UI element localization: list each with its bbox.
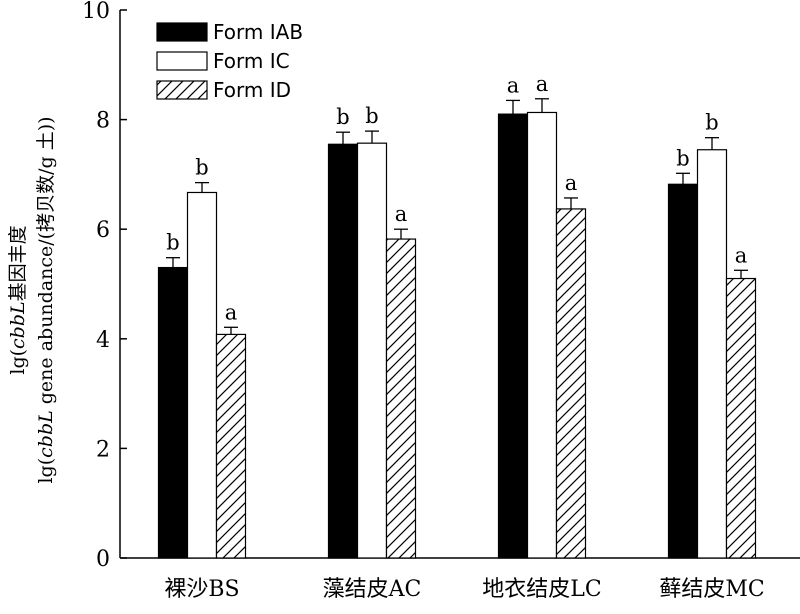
significance-label: b bbox=[705, 111, 718, 135]
y-axis-label: lg(cbbL基因丰度 lg(cbbL gene abundance/(拷贝数/… bbox=[7, 116, 57, 483]
legend-label: Form IC bbox=[213, 49, 290, 73]
legend-label: Form ID bbox=[213, 78, 291, 102]
bar-form-ic bbox=[526, 111, 558, 559]
axes: 0 2 4 6 8 10 裸沙BS 藻结皮AC 地衣结皮LC 藓结皮MC bbox=[82, 0, 800, 602]
legend-swatch bbox=[156, 22, 208, 42]
y-tick-label: 2 bbox=[96, 437, 110, 462]
significance-label: b bbox=[676, 146, 689, 170]
y-tick-label: 0 bbox=[96, 547, 110, 572]
significance-label: a bbox=[225, 300, 238, 324]
bar-form-iab bbox=[497, 113, 529, 559]
legend-swatch bbox=[156, 51, 208, 71]
significance-label: b bbox=[166, 231, 179, 255]
bar-form-id bbox=[725, 277, 757, 559]
bar-form-ic bbox=[356, 142, 388, 559]
legend: Form IAB Form IC Form ID bbox=[156, 20, 303, 102]
y-tick-label: 4 bbox=[96, 328, 110, 353]
significance-label: a bbox=[735, 243, 748, 267]
significance-label: a bbox=[395, 202, 408, 226]
x-category-label: 藻结皮AC bbox=[323, 577, 422, 602]
y-axis-label-line1: lg(cbbL基因丰度 bbox=[7, 225, 29, 374]
x-category-label: 裸沙BS bbox=[164, 577, 239, 602]
y-tick-label: 8 bbox=[96, 109, 110, 134]
y-tick-label: 6 bbox=[96, 218, 110, 243]
x-category-label: 藓结皮MC bbox=[659, 577, 764, 602]
significance-label: a bbox=[536, 72, 549, 96]
x-category-label: 地衣结皮LC bbox=[482, 577, 601, 602]
legend-swatch bbox=[156, 80, 208, 100]
significance-label: b bbox=[365, 104, 378, 128]
legend-label: Form IAB bbox=[213, 20, 303, 44]
bars bbox=[157, 111, 757, 559]
bar-form-ic bbox=[186, 191, 218, 559]
significance-label: a bbox=[565, 171, 578, 195]
bar-form-id bbox=[555, 208, 587, 559]
significance-label: b bbox=[195, 156, 208, 180]
bar-form-iab bbox=[157, 266, 189, 559]
error-bars bbox=[166, 98, 748, 335]
bar-form-id bbox=[215, 333, 247, 559]
significance-label: a bbox=[507, 73, 520, 97]
bar-form-iab bbox=[327, 143, 359, 559]
significance-label: b bbox=[336, 105, 349, 129]
y-axis-label-line2: lg(cbbL gene abundance/(拷贝数/g 土)) bbox=[35, 116, 57, 483]
bar-form-ic bbox=[696, 149, 728, 559]
y-tick-label: 10 bbox=[82, 0, 110, 24]
bar-form-iab bbox=[667, 183, 699, 559]
bar-form-id bbox=[385, 238, 417, 559]
